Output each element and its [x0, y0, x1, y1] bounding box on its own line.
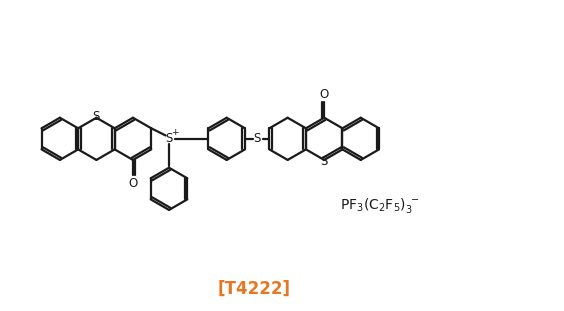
Text: [T4222]: [T4222] — [218, 280, 290, 298]
Text: S: S — [320, 155, 328, 168]
Text: +: + — [171, 128, 178, 137]
Text: S: S — [92, 109, 100, 123]
Text: $\mathdefault{PF_3(C_2F_5)_3^{\ -}}$: $\mathdefault{PF_3(C_2F_5)_3^{\ -}}$ — [340, 196, 420, 215]
Text: O: O — [129, 177, 138, 190]
Text: O: O — [320, 88, 329, 101]
Text: S: S — [253, 132, 261, 145]
Text: S: S — [165, 132, 173, 145]
